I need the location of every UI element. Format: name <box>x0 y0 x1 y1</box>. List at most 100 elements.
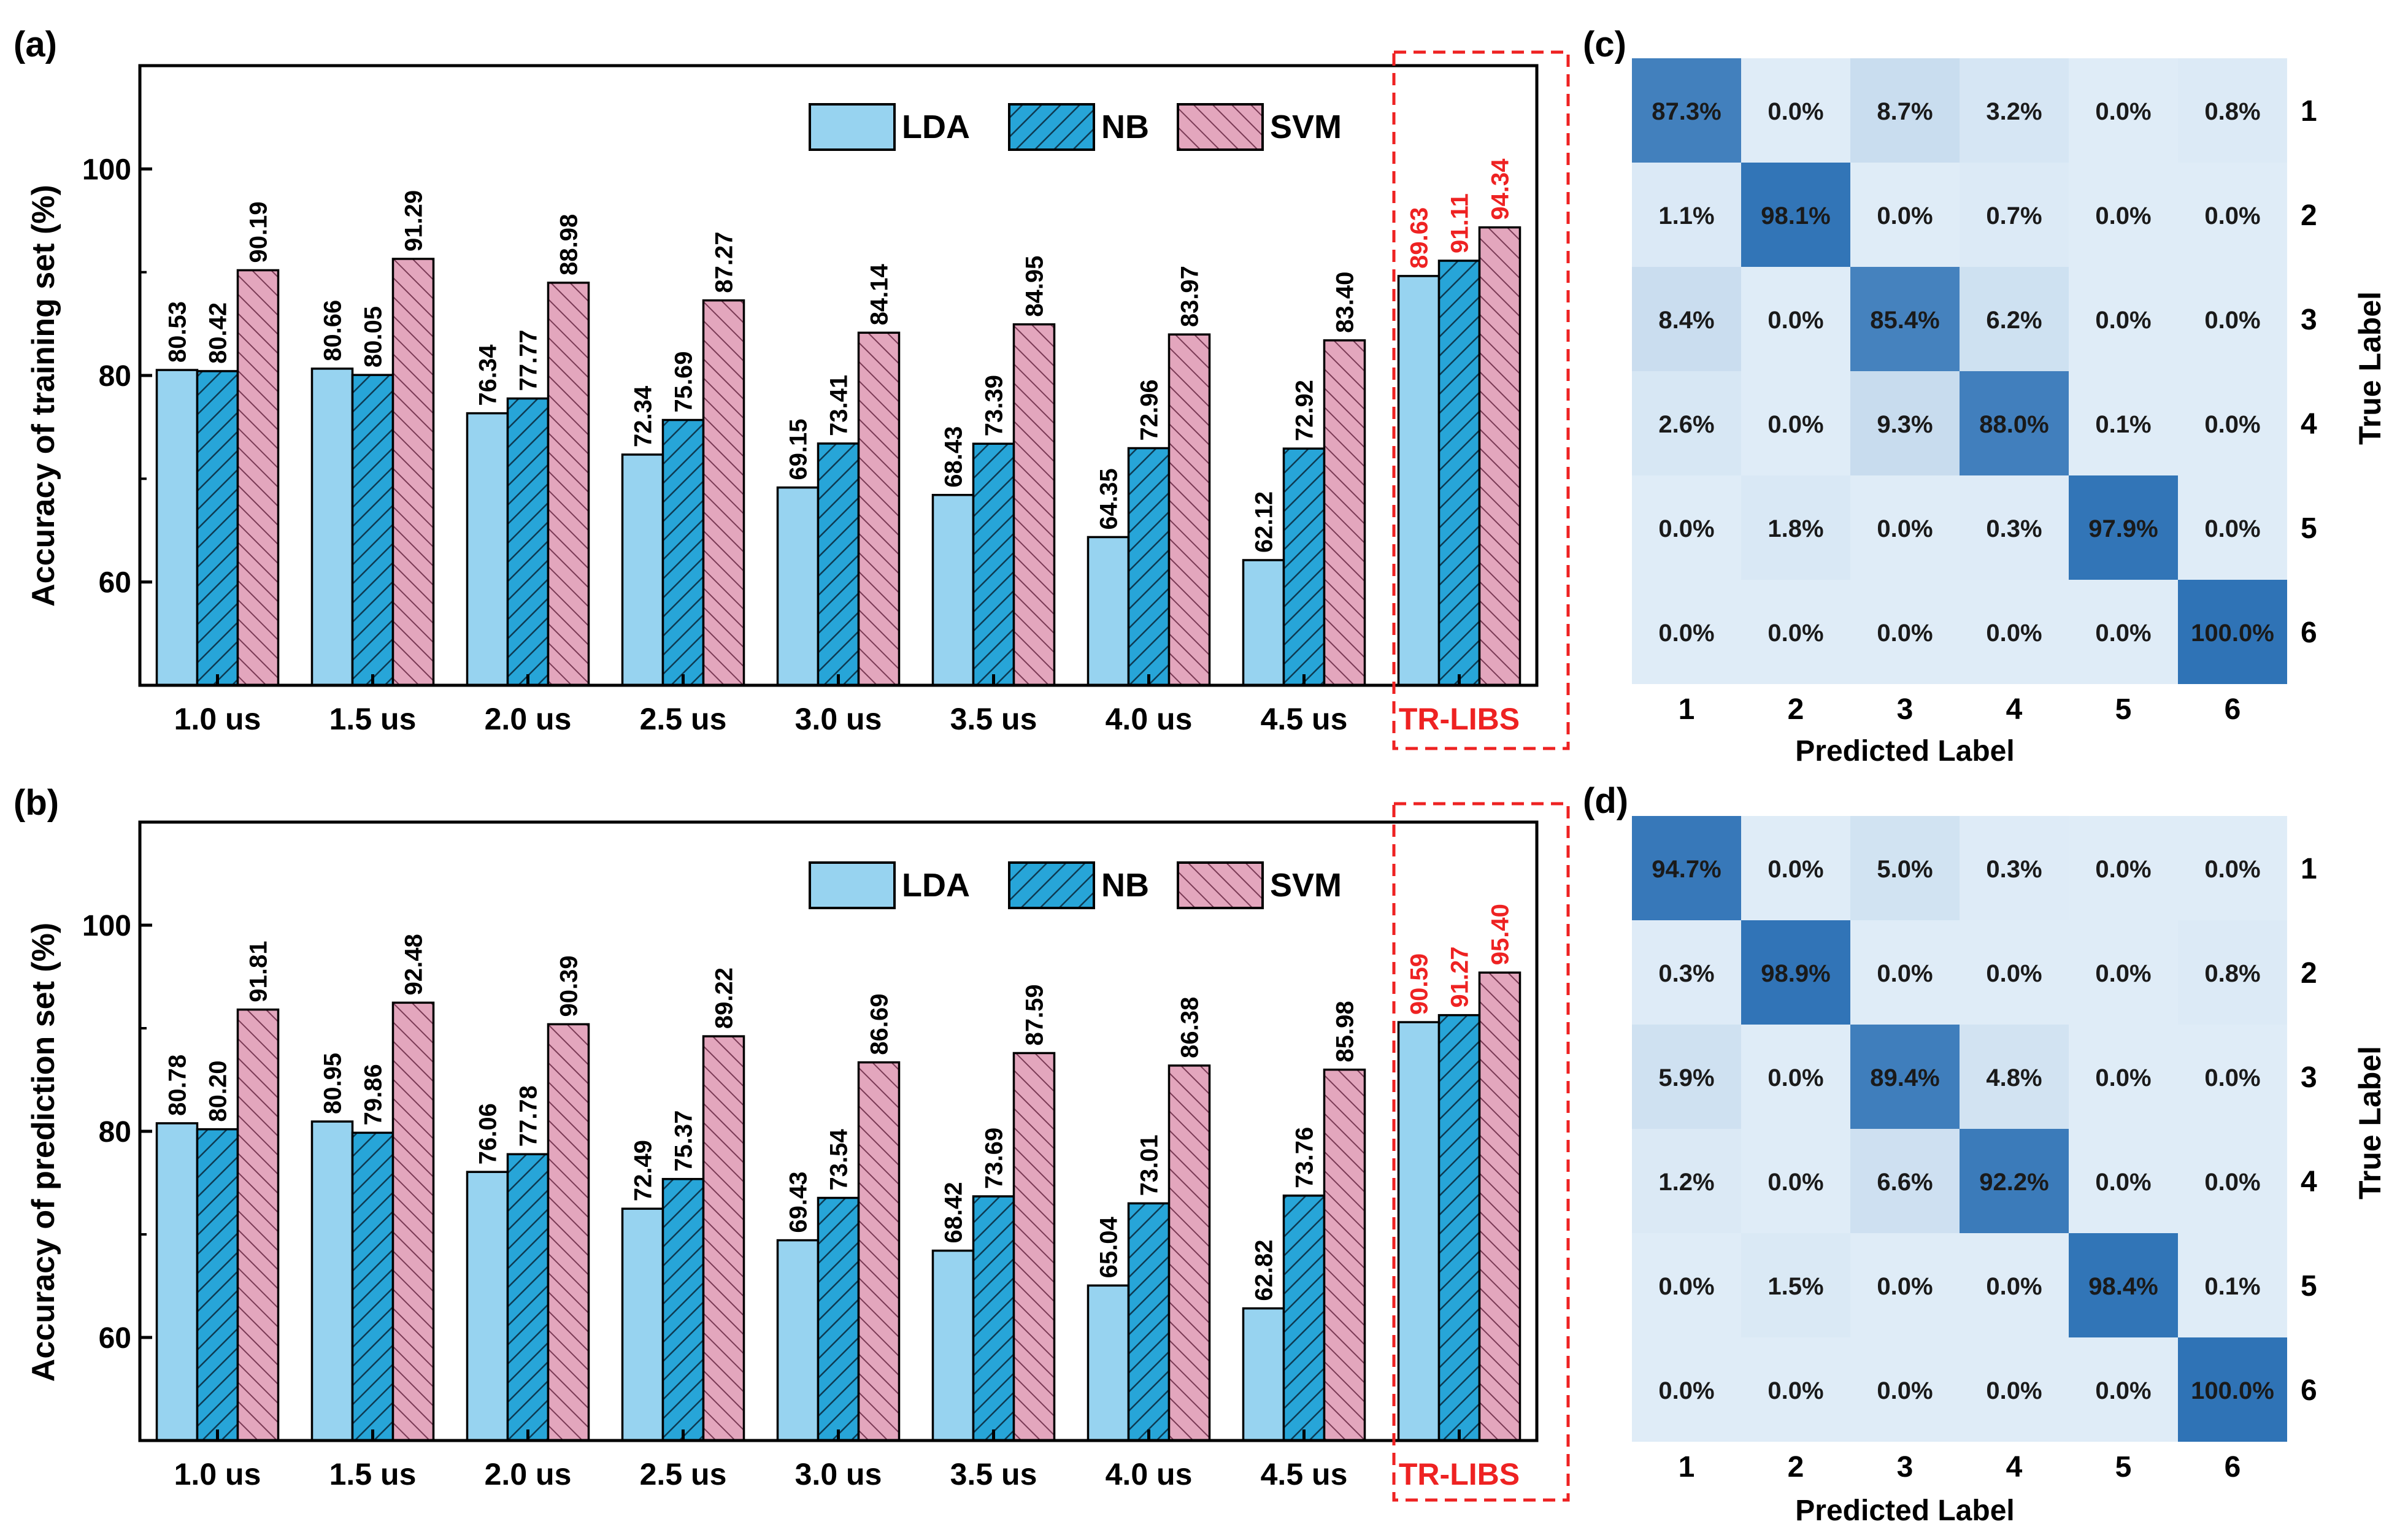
confusion-matrix-training: (c) 87.3% 0.0% 8.7% 3.2% 0.0% 0.8% 1.1% 98.1% 0.… <box>1583 25 2387 768</box>
x-tick-label: 1 <box>1679 693 1695 726</box>
heatmap-cell-r3-c1 <box>1632 267 1741 371</box>
heatmap-cell-label: 1.8% <box>1768 515 1823 542</box>
heatmap-cell-r6-c1 <box>1632 1337 1741 1442</box>
bar-lda-4-0-us <box>1087 1284 1130 1442</box>
heatmap-cell-r5-c2 <box>1741 475 1850 580</box>
heatmap-cells <box>1632 816 2287 1442</box>
heatmap-cell-label: 0.0% <box>2095 1169 2151 1196</box>
heatmap-cell-label: 94.7% <box>1652 856 1721 883</box>
heatmap-cell-r5-c2 <box>1741 1233 1850 1337</box>
heatmap-cell-label: 1.5% <box>1768 1273 1823 1300</box>
legend: LDA NB SVM <box>809 103 1342 151</box>
heatmap-cells <box>1632 58 2287 684</box>
x-tick-label: 3.0 us <box>795 702 882 736</box>
bar-lda-2-5-us <box>621 1207 664 1442</box>
bar-value-label: 80.20 <box>205 1061 232 1122</box>
y-axis-title: Accuracy of prediction set (%) <box>26 923 61 1382</box>
x-tick-label: 2.0 us <box>485 1457 572 1491</box>
heatmap-cell-r3-c4 <box>1960 1025 2069 1129</box>
bar-lda-1-0-us <box>155 1122 199 1442</box>
heatmap-cell-r1-c6 <box>2178 58 2287 163</box>
x-tick-label: 1 <box>1679 1451 1695 1483</box>
bar-nb-4-5-us <box>1282 447 1326 687</box>
bar-nb-3-5-us <box>972 442 1015 687</box>
bar-value-label: 91.27 <box>1447 947 1474 1008</box>
x-tick-label: 5 <box>2115 1451 2132 1483</box>
heatmap-cell-label: 0.0% <box>2204 411 2260 438</box>
bar-svm-4-0-us <box>1167 1064 1211 1442</box>
bar-svm-3-0-us <box>857 1061 901 1442</box>
bar-nb-1-0-us <box>196 370 239 687</box>
heatmap-cell-label: 0.0% <box>1877 1273 1933 1300</box>
bar-value-label: 80.78 <box>164 1055 191 1116</box>
bar-nb-4-5-us <box>1282 1195 1326 1442</box>
bar-value-label: 77.77 <box>515 329 542 391</box>
bar-svm-3-5-us <box>1012 1052 1056 1442</box>
panel-label: (d) <box>1583 781 1628 821</box>
heatmap-cell-r3-c6 <box>2178 267 2287 371</box>
heatmap-cell-label: 0.7% <box>1986 202 2042 229</box>
bar-svm-2-0-us <box>547 282 590 687</box>
tr-libs-highlight-box <box>1392 802 1570 1502</box>
bar-value-label: 83.97 <box>1177 266 1204 327</box>
bar-svm-tr-libs <box>1478 226 1521 687</box>
x-tick-label: 2.5 us <box>640 702 727 736</box>
heatmap-cell-r3-c2 <box>1741 1025 1850 1129</box>
bar-nb-tr-libs <box>1437 260 1481 687</box>
bar-lda-3-5-us <box>931 1249 975 1442</box>
bar-value-label: 62.82 <box>1251 1240 1278 1301</box>
x-axis: 1 2 3 4 5 6 <box>1679 693 2241 726</box>
bar-chart-training: (a) Accuracy of training set (%) 60 80 100… <box>13 25 1570 750</box>
heatmap-cell-label: 3.2% <box>1986 98 2042 125</box>
heatmap-cell-r1-c5 <box>2069 58 2178 163</box>
bar-svm-1-0-us <box>236 1008 280 1442</box>
heatmap-cell-r4-c5 <box>2069 371 2178 475</box>
heatmap-cell-r5-c4 <box>1960 475 2069 580</box>
heatmap-cell-label: 0.0% <box>1658 515 1714 542</box>
y-axis-title: True Label <box>2353 291 2387 445</box>
bar-value-label: 75.69 <box>671 351 698 412</box>
y-axis-title: True Label <box>2353 1046 2387 1199</box>
heatmap-cell-r4-c4 <box>1960 371 2069 475</box>
heatmap-cell-r5-c6 <box>2178 1233 2287 1337</box>
x-axis: 1 2 3 4 5 6 <box>1679 1451 2241 1483</box>
heatmap-cell-label: 0.0% <box>2204 202 2260 229</box>
heatmap-cell-r1-c5 <box>2069 816 2178 920</box>
heatmap-cell-r5-c3 <box>1850 1233 1960 1337</box>
x-tick-label: 3 <box>1897 1451 1914 1483</box>
heatmap-cell-label: 0.0% <box>1768 307 1823 334</box>
bar-value-label: 90.59 <box>1406 953 1433 1015</box>
x-tick-label: 3.0 us <box>795 1457 882 1491</box>
bar-value-label: 88.98 <box>556 214 583 275</box>
legend-swatch-nb <box>1008 861 1095 909</box>
bar-svm-2-5-us <box>702 299 745 687</box>
bar-value-label: 91.11 <box>1447 193 1474 253</box>
bar-value-labels: 80.78 80.20 91.81 80.95 79.86 92.48 76.06 77.78… <box>164 904 1514 1301</box>
bar-value-label: 69.15 <box>785 419 812 480</box>
bar-value-label: 87.27 <box>711 232 738 293</box>
heatmap-cell-r2-c6 <box>2178 163 2287 267</box>
heatmap-cell-label: 0.0% <box>2204 307 2260 334</box>
bar-value-label: 62.12 <box>1251 491 1278 553</box>
heatmap-cell-label: 0.0% <box>2095 307 2151 334</box>
bar-value-label: 72.49 <box>630 1140 657 1201</box>
legend-swatch-svm <box>1177 861 1264 909</box>
y-tick-label: 2 <box>2301 199 2317 232</box>
heatmap-cell-label: 0.0% <box>1986 1377 2042 1404</box>
heatmap-cell-label: 0.3% <box>1986 515 2042 542</box>
heatmap-cell-label: 0.0% <box>2095 1377 2151 1404</box>
x-tick-label: 1.5 us <box>329 1457 417 1491</box>
heatmap-cell-label: 88.0% <box>1979 411 2048 438</box>
heatmap-cell-r4-c6 <box>2178 371 2287 475</box>
bar-lda-tr-libs <box>1397 275 1441 687</box>
bar-lda-2-5-us <box>621 453 664 687</box>
y-tick-label: 4 <box>2301 408 2317 440</box>
heatmap-cell-label: 0.0% <box>1986 960 2042 987</box>
y-axis: 1 2 3 4 5 6 <box>2301 853 2317 1407</box>
bar-value-label: 68.43 <box>941 426 967 488</box>
x-tick-label: TR-LIBS <box>1399 1457 1520 1491</box>
heatmap-cell-r3-c6 <box>2178 1025 2287 1129</box>
heatmap-cell-labels: 94.7% 0.0% 5.0% 0.3% 0.0% 0.0% 0.3% 98.9% 0.0% 0.… <box>1652 856 2274 1404</box>
heatmap-cell-label: 9.3% <box>1877 411 1933 438</box>
bar-svm-1-5-us <box>391 1001 435 1442</box>
